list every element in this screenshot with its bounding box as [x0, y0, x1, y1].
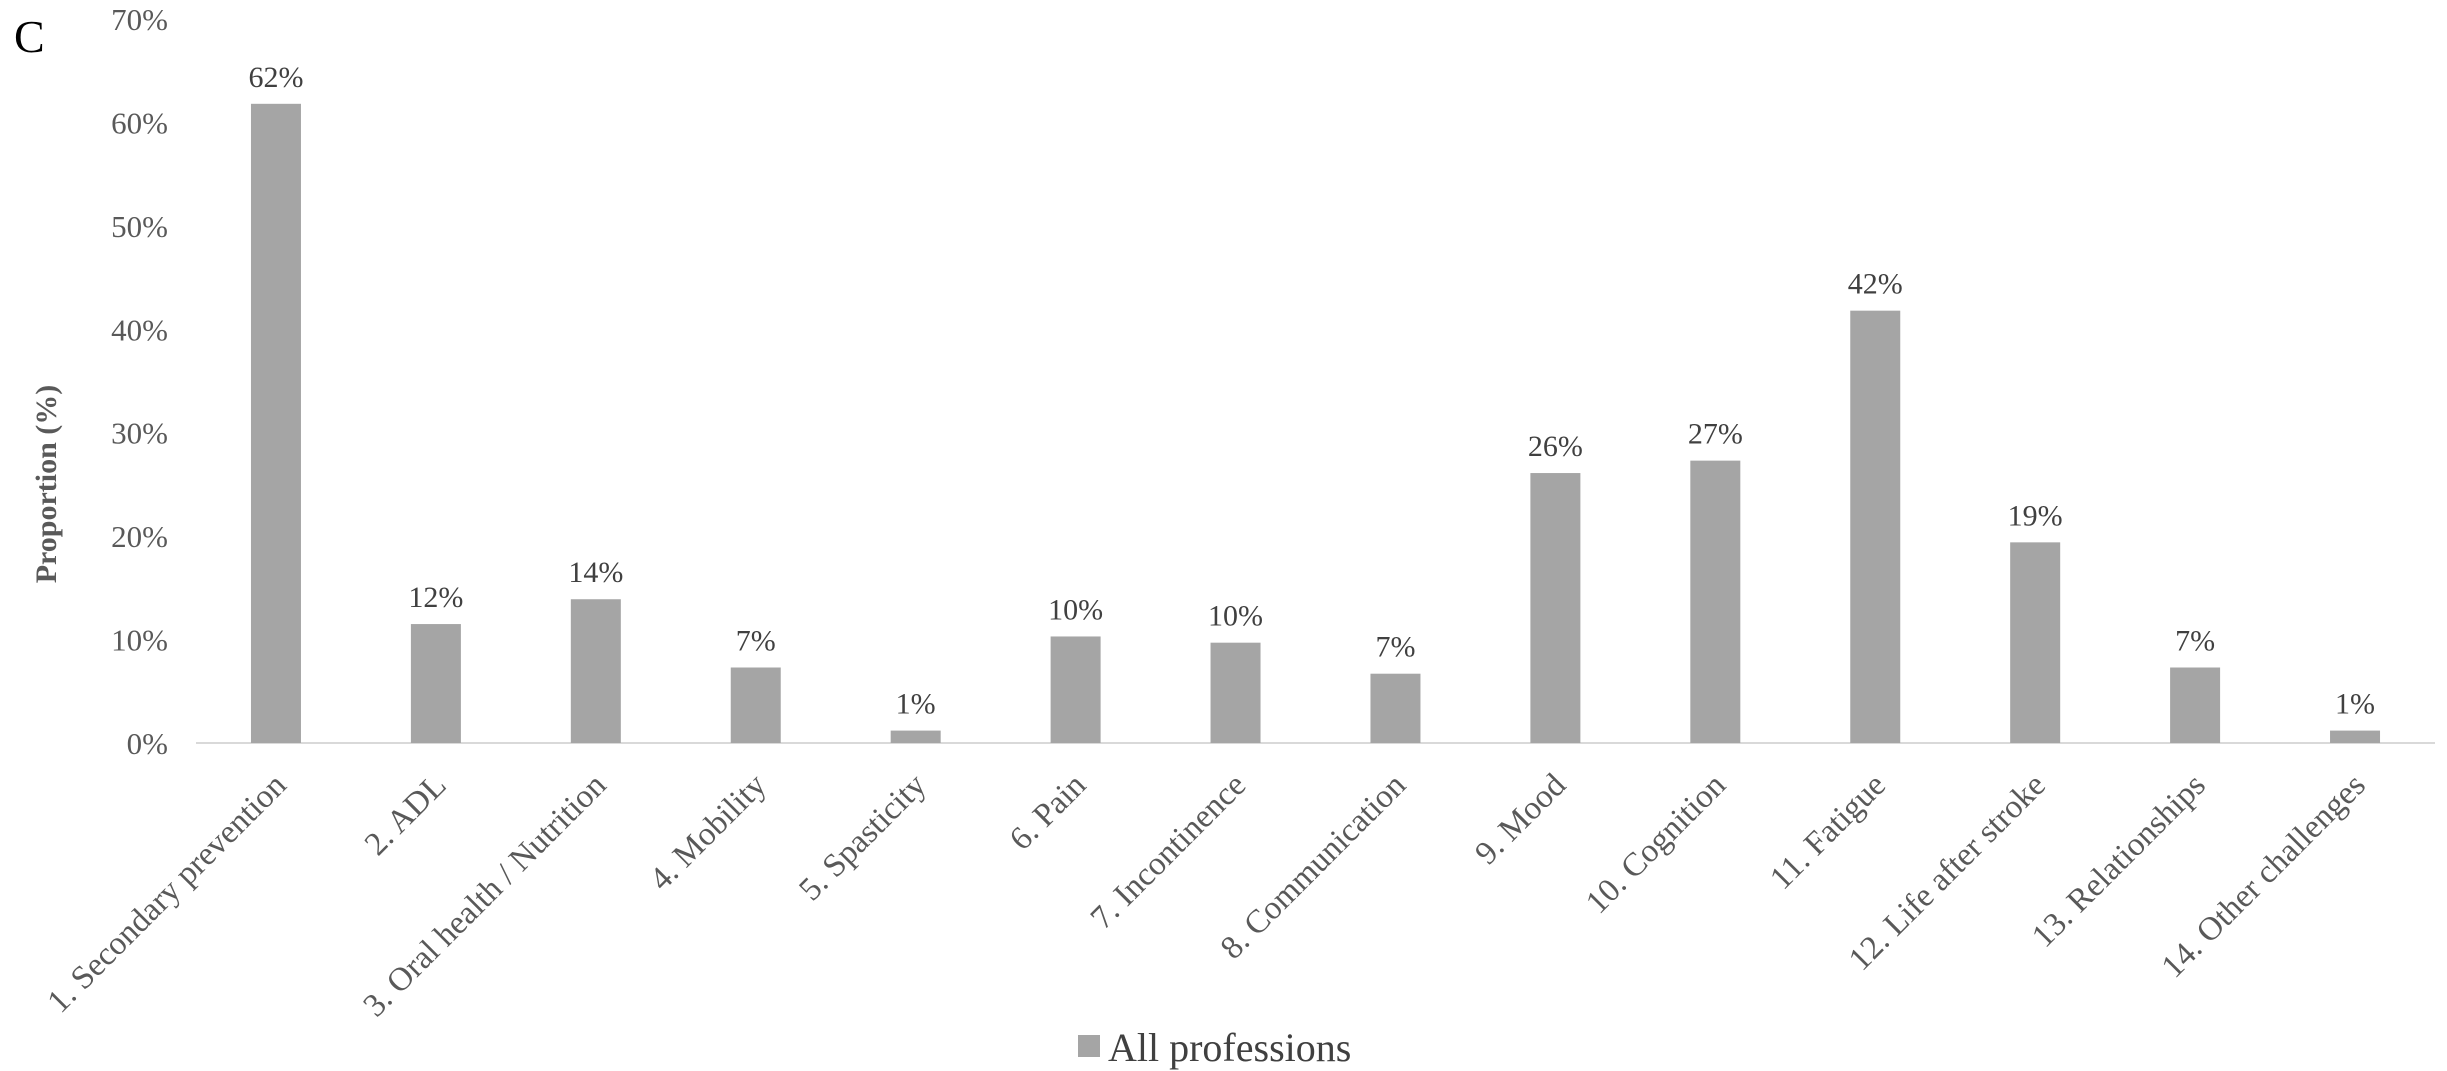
x-tick-label: 13. Relationships — [2025, 767, 2213, 955]
bar — [250, 103, 301, 744]
bar — [1210, 642, 1261, 743]
data-label: 19% — [2008, 499, 2063, 532]
x-tick-label: 2. ADL — [358, 767, 453, 862]
data-label: 14% — [568, 556, 623, 589]
bar — [2170, 667, 2221, 743]
y-axis-label: Proportion (%) — [30, 385, 63, 584]
bar — [730, 667, 781, 743]
x-tick-label: 1. Secondary prevention — [41, 767, 294, 1020]
data-label: 7% — [2175, 624, 2215, 657]
data-label: 42% — [1848, 268, 1903, 301]
bar — [1530, 473, 1581, 743]
data-label: 10% — [1048, 593, 1103, 626]
data-label: 7% — [1375, 631, 1415, 664]
x-tick-label: 7. Incontinence — [1084, 767, 1253, 936]
bar — [2010, 542, 2061, 743]
data-label: 12% — [408, 581, 463, 614]
x-tick-label: 6. Pain — [1003, 767, 1093, 857]
bar — [570, 599, 621, 743]
x-tick-label: 10. Cognition — [1579, 767, 1733, 921]
data-label: 27% — [1688, 418, 1743, 451]
bar — [410, 624, 461, 743]
y-tick-label: 70% — [111, 2, 168, 37]
data-label: 10% — [1208, 600, 1263, 633]
bar — [1050, 636, 1101, 743]
data-labels: 62% 12% 14% 7% 1% 10% 10% 7% 26% 27% 42% 19% 7% 1% — [248, 61, 2375, 721]
y-tick-label: 60% — [111, 105, 168, 140]
legend: All professions — [1078, 1025, 1351, 1070]
y-tick-label: 0% — [127, 726, 168, 761]
bars — [250, 103, 2381, 744]
x-tick-label: 4. Mobility — [643, 767, 774, 898]
bar — [1850, 310, 1901, 743]
data-label: 7% — [736, 624, 776, 657]
legend-swatch — [1078, 1035, 1100, 1057]
y-tick-label: 20% — [111, 519, 168, 554]
y-tick-label: 40% — [111, 312, 168, 347]
bar — [1690, 460, 1741, 743]
y-axis-ticks: 0% 10% 20% 30% 40% 50% 60% 70% — [111, 2, 168, 761]
panel-letter: C — [14, 11, 45, 62]
data-label: 62% — [248, 61, 303, 94]
data-label: 1% — [2335, 688, 2375, 721]
y-tick-label: 50% — [111, 209, 168, 244]
bar — [890, 730, 941, 743]
x-tick-label: 9. Mood — [1469, 767, 1574, 872]
bar — [1370, 673, 1421, 743]
x-tick-label: 11. Fatigue — [1763, 767, 1893, 897]
bar — [2330, 730, 2381, 743]
y-tick-label: 30% — [111, 416, 168, 451]
x-tick-label: 5. Spasticity — [792, 767, 933, 908]
y-tick-label: 10% — [111, 623, 168, 658]
data-label: 26% — [1528, 430, 1583, 463]
data-label: 1% — [896, 688, 936, 721]
legend-label: All professions — [1108, 1025, 1351, 1070]
